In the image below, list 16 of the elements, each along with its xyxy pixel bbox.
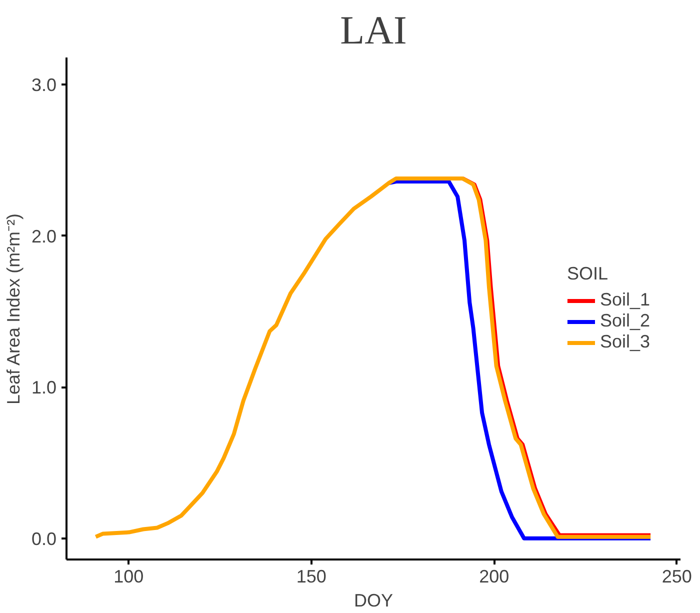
y-tick-label: 1.0 bbox=[31, 378, 57, 398]
y-axis-title: Leaf Area Index (m²m⁻²) bbox=[3, 213, 24, 405]
legend-label: Soil_1 bbox=[600, 290, 650, 310]
x-axis-title: DOY bbox=[354, 590, 394, 610]
x-tick-label: 100 bbox=[114, 566, 144, 586]
y-tick-label: 2.0 bbox=[31, 226, 57, 246]
y-tick-label: 0.0 bbox=[31, 528, 57, 549]
x-tick-label: 200 bbox=[479, 566, 510, 586]
x-tick-label: 250 bbox=[662, 566, 692, 586]
chart-title: LAI bbox=[340, 8, 407, 52]
legend-label: Soil_2 bbox=[600, 310, 650, 332]
line-series bbox=[94, 176, 653, 539]
legend-label: Soil_3 bbox=[600, 332, 650, 352]
x-tick-label: 150 bbox=[296, 566, 326, 586]
legend-title: SOIL bbox=[566, 264, 609, 284]
y-tick-label: 3.0 bbox=[31, 75, 57, 96]
